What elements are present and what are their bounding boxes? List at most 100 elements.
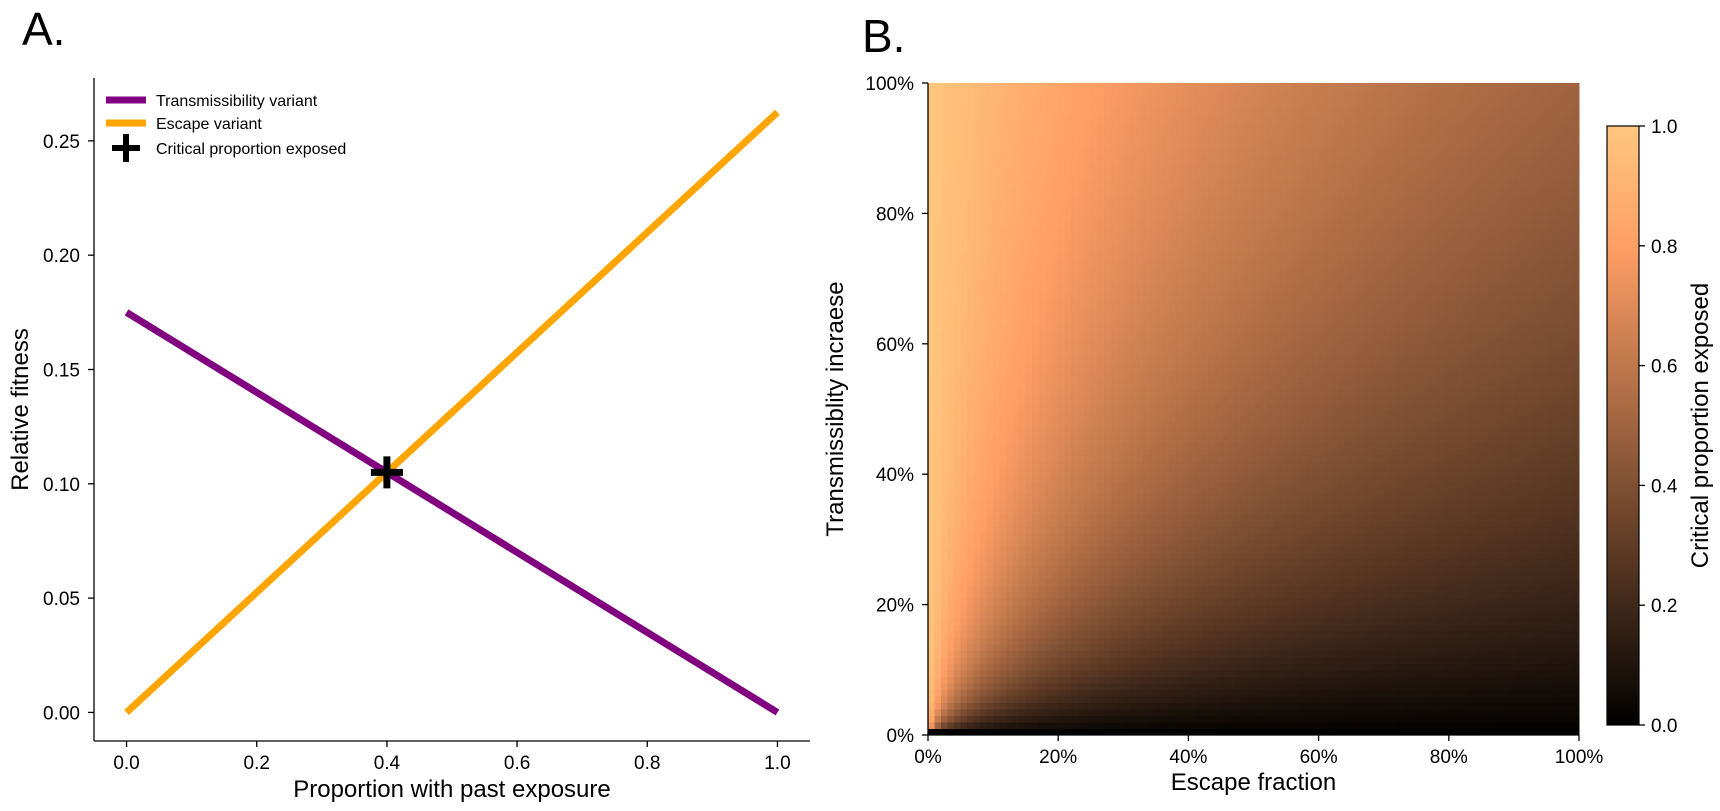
heatmap-cell: [1084, 721, 1092, 730]
heatmap-cell: [1533, 487, 1541, 495]
heatmap-cell: [967, 728, 975, 736]
heatmap-cell: [1344, 695, 1352, 703]
heatmap-cell: [928, 480, 936, 488]
heatmap-cell: [1194, 617, 1203, 625]
heatmap-cell: [1474, 708, 1482, 717]
heatmap-cell: [1370, 598, 1378, 606]
heatmap-cell: [1214, 467, 1222, 475]
heatmap-cell: [1364, 513, 1372, 521]
heatmap-cell: [1207, 682, 1216, 690]
heatmap-cell: [1461, 643, 1469, 651]
heatmap-cell: [1227, 617, 1235, 625]
heatmap-cell: [1012, 637, 1020, 645]
heatmap-cell: [1390, 598, 1398, 606]
heatmap-cell: [1481, 441, 1489, 449]
heatmap-cell: [1494, 558, 1502, 567]
heatmap-cell: [1351, 695, 1359, 703]
heatmap-cell: [1331, 676, 1339, 684]
heatmap-cell: [1357, 695, 1365, 703]
heatmap-cell: [1116, 585, 1124, 593]
heatmap-cell: [1032, 487, 1040, 495]
heatmap-cell: [1194, 545, 1203, 554]
heatmap-cell: [1077, 695, 1085, 703]
heatmap-cell: [941, 415, 949, 423]
heatmap-cell: [1019, 409, 1027, 417]
heatmap-cell: [1019, 585, 1027, 593]
heatmap-cell: [928, 500, 936, 508]
heatmap-cell: [1370, 539, 1378, 547]
heatmap-cell: [1299, 650, 1307, 658]
heatmap-cell: [954, 428, 962, 436]
heatmap-cell: [1481, 532, 1489, 540]
heatmap-cell: [1286, 604, 1294, 612]
heatmap-cell: [941, 513, 949, 521]
heatmap-cell: [1266, 506, 1274, 514]
heatmap-cell: [1064, 422, 1072, 430]
heatmap-cell: [1019, 624, 1027, 632]
heatmap-cell: [1175, 708, 1183, 717]
heatmap-cell: [1461, 630, 1469, 638]
heatmap-cell: [1533, 611, 1541, 619]
heatmap-cell: [1507, 650, 1515, 658]
heatmap-cell: [1090, 467, 1098, 475]
heatmap-cell: [1448, 565, 1456, 573]
heatmap-cell: [1110, 598, 1118, 606]
heatmap-cell: [967, 708, 975, 717]
heatmap-cell: [1266, 630, 1274, 638]
heatmap-cell: [1520, 480, 1528, 488]
heatmap-cell: [1097, 689, 1105, 697]
heatmap-cell: [1077, 441, 1085, 449]
heatmap-cell: [1474, 630, 1482, 638]
heatmap-cell: [973, 467, 981, 475]
heatmap-cell: [1064, 526, 1072, 534]
heatmap-cell: [1058, 585, 1066, 593]
heatmap-cell: [1552, 461, 1561, 469]
heatmap-cell: [1403, 558, 1411, 567]
heatmap-cell: [1494, 663, 1502, 671]
heatmap-cell: [941, 422, 949, 430]
heatmap-cell: [1129, 526, 1137, 534]
heatmap-cell: [1279, 519, 1287, 527]
heatmap-cell: [1429, 572, 1437, 580]
heatmap-cell: [1507, 721, 1515, 730]
heatmap-cell: [1292, 669, 1300, 677]
heatmap-cell: [1129, 637, 1137, 645]
heatmap-cell: [980, 663, 988, 671]
heatmap-cell: [1377, 643, 1385, 651]
heatmap-cell: [1227, 513, 1235, 521]
heatmap-cell: [986, 532, 994, 540]
heatmap-cell: [1279, 702, 1287, 710]
heatmap-cell: [1357, 624, 1365, 632]
heatmap-cell: [999, 663, 1007, 671]
heatmap-cell: [1429, 676, 1437, 684]
heatmap-cell: [1377, 428, 1385, 436]
heatmap-cell: [1273, 428, 1281, 436]
heatmap-cell: [1487, 637, 1495, 645]
heatmap-cell: [1175, 487, 1183, 495]
heatmap-cell: [960, 669, 968, 677]
heatmap-cell: [928, 695, 936, 703]
heatmap-cell: [1312, 435, 1320, 443]
heatmap-cell: [1181, 682, 1189, 690]
heatmap-cell: [986, 545, 994, 554]
heatmap-cell: [1422, 617, 1430, 625]
heatmap-cell: [1077, 715, 1085, 723]
heatmap-cell: [1305, 480, 1313, 488]
heatmap-cell: [1207, 624, 1216, 632]
heatmap-cell: [1396, 519, 1404, 527]
heatmap-cell: [1520, 545, 1528, 554]
heatmap-cell: [1155, 487, 1163, 495]
heatmap-cell: [1162, 669, 1170, 677]
series-line-2: [124, 109, 780, 715]
heatmap-cell: [1565, 676, 1574, 684]
heatmap-cell: [1064, 558, 1072, 567]
heatmap-cell: [1500, 519, 1508, 527]
heatmap-cell: [1188, 669, 1196, 677]
heatmap-cell: [1129, 728, 1137, 736]
heatmap-cell: [960, 721, 968, 730]
heatmap-cell: [999, 611, 1007, 619]
heatmap-cell: [928, 409, 936, 417]
heatmap-cell: [954, 539, 962, 547]
heatmap-cell: [1325, 663, 1333, 671]
heatmap-cell: [1552, 702, 1561, 710]
